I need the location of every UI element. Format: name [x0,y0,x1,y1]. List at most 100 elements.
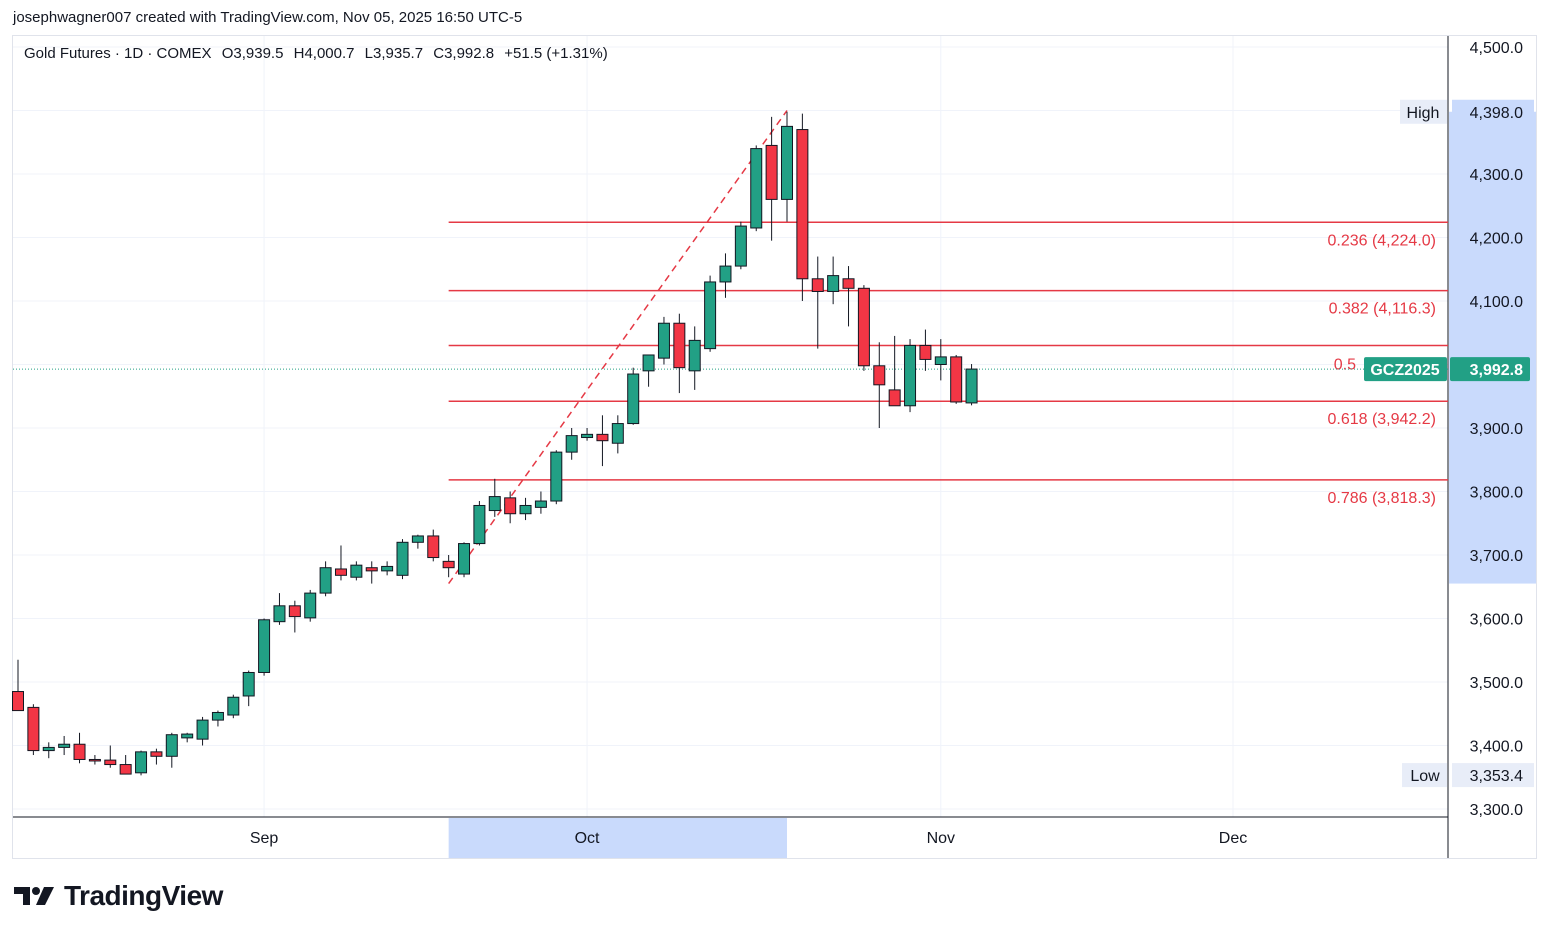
candle-body [227,696,240,716]
candle [442,555,455,578]
candle [488,478,501,517]
candle-body [888,389,901,407]
candle [273,593,286,625]
symbol-name[interactable]: Gold Futures · 1D · COMEX [24,45,212,62]
y-tick-label: 3,900.0 [1470,421,1523,438]
candle [811,256,824,349]
symbol-price-tag-label: GCZ2025 [1370,362,1439,379]
candle [304,589,317,622]
candle-body [458,543,471,575]
candle-body [796,129,809,280]
candle [427,529,440,562]
tradingview-logo-icon [14,887,54,905]
high-marker-label: High [1407,105,1440,122]
candle [534,491,547,514]
candle-body [104,759,117,766]
last-price-value: 3,992.8 [1470,362,1523,379]
candle-body [688,339,701,372]
grid-lines [13,36,1448,817]
candle-body [242,671,255,697]
candle-body [519,504,532,515]
candle-body [565,435,578,453]
candle-body [904,344,917,407]
price-range-highlight [1449,111,1536,584]
candle [411,534,424,549]
candle-body [857,287,870,367]
candle-body [396,541,409,576]
candle-body [211,711,224,721]
candle [150,748,163,765]
candle [12,659,24,712]
legend-low: L3,935.7 [364,45,424,62]
candle [319,561,332,597]
candle-body [504,497,517,515]
candle [258,618,271,676]
candle [888,335,901,407]
legend-change: +51.5 (+1.31%) [504,45,608,62]
candle [73,732,86,764]
y-tick-label: 3,300.0 [1470,802,1523,819]
candle [581,428,594,441]
candle [842,266,855,327]
legend-close: C3,992.8 [433,45,495,62]
candle-body [273,605,286,623]
fib-level-label: 0.786 (3,818.3) [1327,490,1436,507]
candle [473,501,486,546]
candle-body [873,365,886,386]
legend-high: H4,000.7 [293,45,355,62]
y-tick-label: 4,200.0 [1470,231,1523,248]
candle [765,116,778,241]
last-price-tag [1450,357,1530,382]
time-range-highlight [448,818,787,858]
tradingview-logo[interactable]: TradingView [14,880,223,912]
fib-level-label: 0.618 (3,942.2) [1327,411,1436,428]
candle-body [258,619,271,673]
y-tick-label: 3,800.0 [1470,485,1523,502]
candle [857,285,870,371]
candle-body [950,356,963,403]
candle-body [550,451,563,502]
candle-body [135,751,148,774]
fib-level-label: 0.382 (4,116.3) [1329,301,1436,318]
candle [196,716,209,746]
candle-body [811,278,824,292]
candle [657,316,670,365]
candle-body [596,433,609,442]
low-marker-label-bg [1402,763,1447,788]
candle [181,732,194,743]
candle [104,745,117,768]
y-tick-label: 3,500.0 [1470,675,1523,692]
candle [119,755,132,775]
candle-body [534,500,547,508]
candle [242,670,255,707]
candle [42,742,55,759]
candle [350,561,363,581]
candle [365,561,378,584]
candle [781,111,793,222]
candle-body [488,496,501,512]
candle [519,497,532,521]
candle-body [581,433,594,439]
candle-body [73,743,86,760]
candle-body [119,764,132,775]
candle [550,450,563,505]
candle [934,339,947,381]
candle [211,710,224,727]
candle-body [473,504,486,545]
candle-body [934,356,947,366]
candle-body [427,535,440,559]
x-tick-label: Dec [1219,830,1247,847]
candle-body [150,751,163,757]
candle [688,326,701,390]
candle-body [165,734,178,757]
candle-body [704,281,717,350]
candle-body [642,354,655,372]
candle-body [827,275,840,292]
candle-body [781,125,793,200]
candle-body [750,148,763,229]
candle [27,704,40,756]
y-tick-label: 4,100.0 [1470,294,1523,311]
symbol-price-tag [1364,357,1447,382]
candle [904,339,917,413]
